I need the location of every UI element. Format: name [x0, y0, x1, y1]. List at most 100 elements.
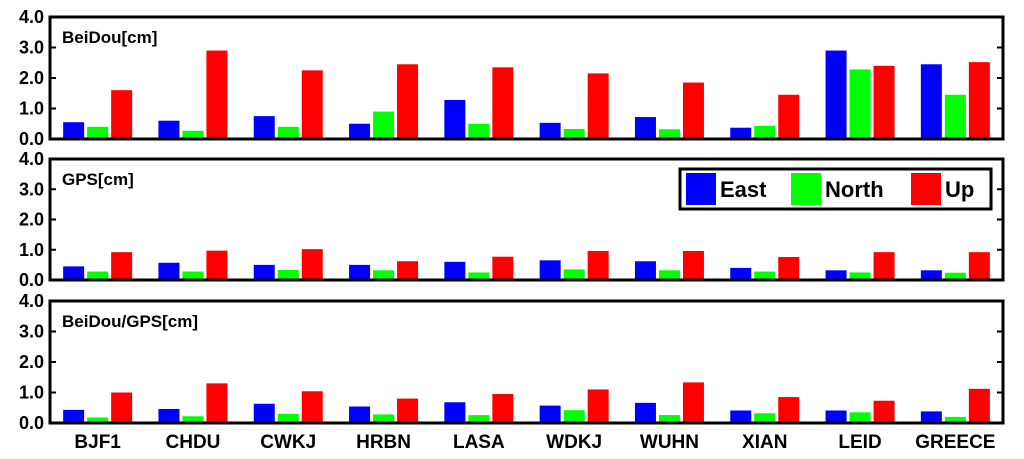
- bar-up-bjf1: [111, 392, 133, 423]
- bar-up-wuhn: [682, 250, 704, 280]
- bar-up-chdu: [206, 383, 228, 423]
- y-tick-label: 2.0: [19, 68, 44, 88]
- bar-north-bjf1: [87, 126, 109, 139]
- bar-east-hrbn: [349, 406, 371, 423]
- bar-east-wdkj: [539, 405, 561, 423]
- y-tick-label: 0.0: [19, 129, 44, 149]
- legend-label-north: North: [825, 177, 884, 202]
- panel-frame: [48, 299, 1005, 425]
- panel-frame: [48, 15, 1005, 141]
- bar-east-lasa: [444, 99, 466, 139]
- bar-north-xian: [754, 413, 776, 423]
- x-category-label: XIAN: [742, 432, 787, 453]
- bar-east-lasa: [444, 402, 466, 423]
- bar-north-lasa: [468, 415, 490, 423]
- bar-up-xian: [778, 397, 800, 423]
- y-tick-label: 1.0: [19, 383, 44, 403]
- bar-up-leid: [873, 400, 895, 423]
- panel-title: GPS[cm]: [62, 170, 134, 189]
- x-category-label: WDKJ: [546, 432, 602, 453]
- legend-label-up: Up: [945, 177, 974, 202]
- bar-east-cwkj: [253, 264, 275, 280]
- panel-frame: [48, 157, 1005, 282]
- bar-up-chdu: [206, 50, 228, 139]
- y-tick-label: 1.0: [19, 99, 44, 119]
- bar-north-chdu: [182, 130, 204, 139]
- panel-2: 0.0 1.0 2.0 3.0 4.0 GPS[cm]: [19, 149, 1005, 290]
- y-tick-label: 4.0: [19, 7, 44, 27]
- legend-label-east: East: [720, 177, 767, 202]
- y-tick-label: 3.0: [19, 179, 44, 199]
- bar-up-lasa: [492, 67, 514, 139]
- bar-north-leid: [849, 272, 871, 280]
- panel-title: BeiDou/GPS[cm]: [62, 312, 198, 331]
- bar-east-leid: [825, 50, 847, 139]
- bar-up-cwkj: [301, 249, 323, 280]
- bar-north-cwkj: [277, 126, 299, 139]
- bar-north-bjf1: [87, 417, 109, 423]
- bar-east-bjf1: [63, 409, 85, 423]
- bar-east-chdu: [158, 120, 180, 139]
- bar-east-xian: [730, 410, 752, 423]
- bar-north-hrbn: [373, 270, 395, 280]
- bar-north-hrbn: [373, 414, 395, 423]
- bar-east-bjf1: [63, 266, 85, 280]
- bar-east-wuhn: [634, 402, 656, 423]
- bar-east-cwkj: [253, 403, 275, 423]
- bar-north-lasa: [468, 123, 490, 139]
- bar-east-leid: [825, 410, 847, 423]
- panel-1: 0.0 1.0 2.0 3.0 4.0 BeiDou[cm]: [19, 7, 1005, 149]
- x-category-label: CHDU: [166, 432, 221, 453]
- bar-east-bjf1: [63, 122, 85, 139]
- bar-east-wuhn: [634, 261, 656, 280]
- y-tick-label: 2.0: [19, 352, 44, 372]
- bar-up-hrbn: [397, 261, 419, 280]
- bar-up-chdu: [206, 250, 228, 280]
- y-tick-label: 0.0: [19, 413, 44, 433]
- bar-north-bjf1: [87, 271, 109, 280]
- bar-north-xian: [754, 271, 776, 280]
- bar-north-cwkj: [277, 413, 299, 423]
- bar-east-wdkj: [539, 122, 561, 139]
- bar-up-hrbn: [397, 64, 419, 139]
- bar-up-leid: [873, 252, 895, 280]
- panels: 0.0 1.0 2.0 3.0 4.0 BeiDou[cm] 0.0 1.0 2.0 3.0 4.0…: [19, 7, 1005, 453]
- bar-east-wuhn: [634, 117, 656, 139]
- bar-north-leid: [849, 69, 871, 139]
- bar-east-chdu: [158, 408, 180, 423]
- y-tick-label: 4.0: [19, 149, 44, 169]
- bar-up-bjf1: [111, 90, 133, 139]
- bar-north-wuhn: [658, 270, 680, 280]
- bar-up-wdkj: [587, 250, 609, 280]
- bar-north-hrbn: [373, 111, 395, 139]
- y-tick-label: 2.0: [19, 210, 44, 230]
- bar-north-xian: [754, 125, 776, 139]
- x-category-label: HRBN: [356, 432, 411, 453]
- bar-north-wdkj: [563, 269, 585, 280]
- bar-up-greece: [968, 62, 990, 139]
- panel-3: 0.0 1.0 2.0 3.0 4.0 BeiDou/GPS[cm]: [19, 291, 1005, 433]
- bar-up-lasa: [492, 256, 514, 280]
- legend: East North Up: [678, 167, 993, 211]
- panel-title: BeiDou[cm]: [62, 28, 157, 47]
- bar-up-leid: [873, 65, 895, 139]
- bar-east-wdkj: [539, 260, 561, 280]
- bar-north-wuhn: [658, 129, 680, 139]
- bar-up-wdkj: [587, 73, 609, 139]
- bar-east-xian: [730, 127, 752, 139]
- x-category-label: BJF1: [74, 432, 121, 453]
- bar-up-bjf1: [111, 252, 133, 280]
- bar-up-xian: [778, 257, 800, 280]
- bar-up-cwkj: [301, 70, 323, 139]
- legend-swatch-north: [791, 173, 821, 205]
- bar-north-chdu: [182, 271, 204, 280]
- bar-north-chdu: [182, 416, 204, 423]
- bar-up-wdkj: [587, 389, 609, 423]
- bar-up-cwkj: [301, 391, 323, 423]
- bar-up-lasa: [492, 394, 514, 423]
- legend-swatch-up: [911, 173, 941, 205]
- bar-up-xian: [778, 94, 800, 139]
- y-tick-label: 3.0: [19, 322, 44, 342]
- x-category-label: GREECE: [915, 432, 995, 453]
- bar-up-greece: [968, 388, 990, 423]
